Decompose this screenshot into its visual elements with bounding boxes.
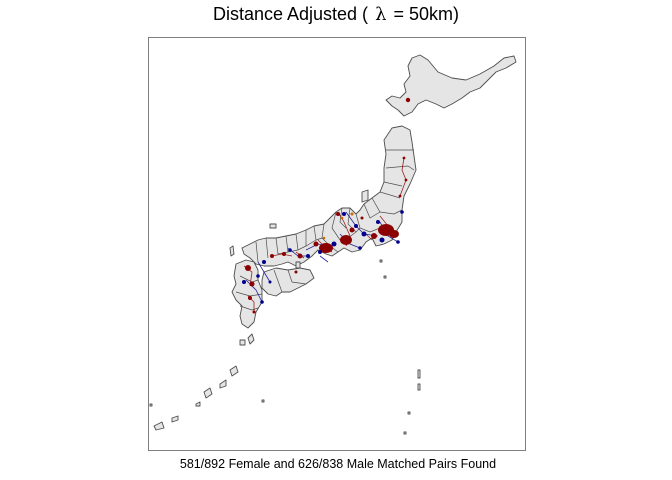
tsushima-island [229,245,235,257]
yakushima [239,339,246,346]
title-suffix: = 50km) [393,4,460,24]
tanegashima [247,333,255,345]
oki-islands [269,223,277,229]
ogasawara-1 [417,369,421,379]
map-title: Distance Adjusted ( λ = 50km) [0,4,672,25]
minor-island-3 [403,431,407,435]
yaeyama-islands [153,421,165,431]
minor-island-4 [149,403,153,407]
title-prefix: Distance Adjusted ( [212,4,369,24]
amami-island [229,365,239,377]
ogasawara-2 [417,383,421,391]
other-points [322,212,354,240]
minor-island-1 [261,399,265,403]
ryukyu-island-2 [195,401,201,407]
map-caption: 581/892 Female and 626/838 Male Matched … [179,457,497,471]
sado-island [361,189,369,203]
ryukyu-island-1 [219,379,227,389]
minor-island-2 [407,411,411,415]
okinawa [203,387,213,399]
ryukyu-island-3 [171,415,179,423]
izu-island-2 [383,275,387,279]
izu-island-1 [379,259,383,263]
male-pair-points [242,210,404,304]
hokkaido [385,54,517,117]
lambda-symbol: λ [375,4,387,25]
shikoku [261,267,315,297]
female-pair-points [245,97,411,314]
awaji-island [295,261,301,269]
